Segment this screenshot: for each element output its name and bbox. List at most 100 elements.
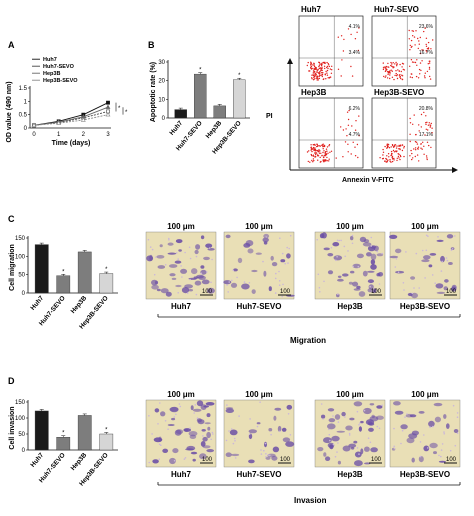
flow-event [326,160,328,162]
flow-event [344,141,347,143]
flow-event [412,123,414,126]
membrane-pore [378,283,381,285]
membrane-pore [337,442,339,444]
flow-event [331,69,333,71]
flow-event [430,48,432,50]
stained-cell [181,287,190,294]
stained-cell [368,284,374,290]
membrane-pore [147,238,150,241]
flow-event [354,146,356,148]
stained-cell [423,445,430,452]
flow-event [409,76,412,78]
stained-cell [367,279,374,284]
flow-event [415,134,417,136]
flow-event [328,145,330,147]
membrane-pore [151,433,153,435]
membrane-pore [376,425,379,428]
stained-cell [192,458,196,462]
flow-event [379,157,381,159]
stained-cell [272,446,280,453]
flow-event [354,38,357,40]
membrane-pore [225,439,228,442]
stained-cell [350,270,355,274]
series-line [33,111,109,126]
membrane-pore [177,258,179,260]
stained-cell [175,284,182,288]
flow-event [423,145,425,147]
flow-event [424,134,426,136]
flow-event [398,74,401,77]
micrograph-label: Hep3B [337,302,363,311]
flow-event [319,150,321,152]
flow-event [347,143,349,145]
flow-event [423,30,425,33]
flow-event [312,64,314,66]
membrane-pore [212,433,214,435]
membrane-pore [263,449,265,452]
flow-event [350,33,352,36]
stained-cell [327,253,334,257]
membrane-pore [226,404,228,406]
membrane-pore [347,250,349,252]
flow-event [399,148,401,150]
flow-event [389,159,391,161]
stained-cell [280,259,286,263]
panel-label-b: B [148,40,155,50]
flow-event [326,61,328,64]
membrane-pore [363,409,366,412]
bar [77,251,92,294]
flow-event [391,155,394,158]
flow-event [348,109,350,112]
flow-event [417,47,419,50]
membrane-pore [378,427,381,430]
flow-event [323,159,325,161]
stained-cell [197,419,205,425]
flow-event [391,76,394,79]
sig-star: * [62,269,65,275]
flow-event [316,145,318,148]
bar [194,73,207,119]
flow-event [314,144,316,146]
membrane-pore [393,447,396,450]
stained-cell [367,421,373,425]
membrane-pore [427,447,429,449]
flow-event [397,153,399,155]
stained-cell [327,408,335,412]
stained-cell [152,459,159,464]
flow-event [318,61,320,63]
flow-event [391,70,393,72]
stained-cell [162,448,169,453]
flow-event [326,146,329,148]
membrane-pore [336,255,338,258]
sig-star: * [105,267,108,273]
stained-cell [204,422,211,425]
membrane-pore [232,442,235,445]
flow-event [328,144,331,146]
flow-event [310,149,312,151]
scale-bar-text: 100 [371,289,382,295]
membrane-pore [411,292,414,295]
flow-event [410,39,413,42]
membrane-pore [440,455,442,458]
membrane-pore [164,420,167,422]
membrane-pore [168,237,170,240]
bar [77,415,92,451]
membrane-pore [287,262,289,264]
flow-event [418,124,420,126]
flow-event [396,77,399,80]
stained-cell [323,247,330,251]
membrane-pore [427,235,429,237]
legend-entry: Huh7 [43,57,57,63]
flow-event [412,35,414,37]
flow-event [410,59,413,61]
stained-cell [373,288,377,293]
stained-cell [273,415,277,421]
flow-event [335,157,337,159]
flow-event [325,159,327,161]
membrane-pore [281,252,284,255]
flow-event [310,68,313,70]
membrane-pore [402,282,405,284]
flow-event [313,65,316,68]
flow-event [391,156,393,159]
